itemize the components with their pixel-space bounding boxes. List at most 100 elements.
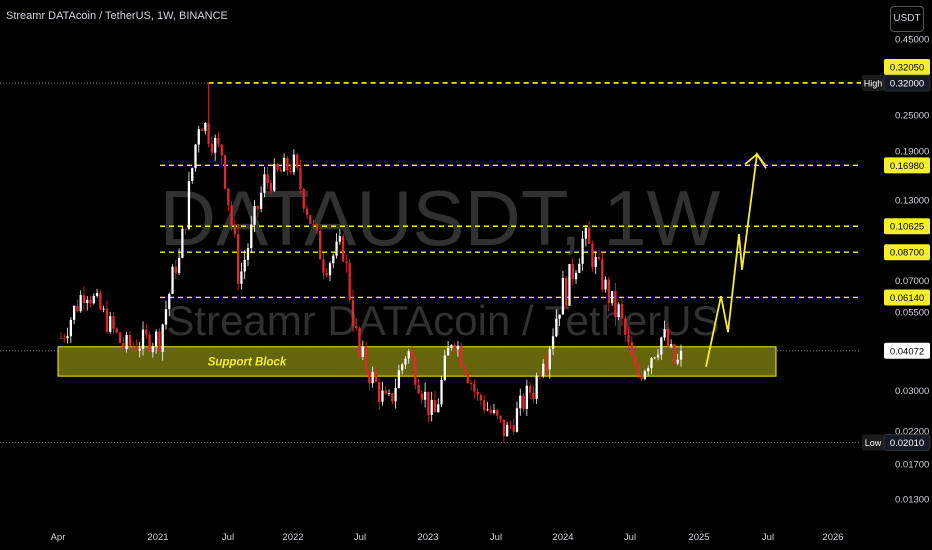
candle-body xyxy=(420,393,423,400)
x-tick-label: Jul xyxy=(354,532,366,543)
candle-body xyxy=(132,345,135,347)
candle-body xyxy=(191,168,194,182)
high-value: 0.32000 xyxy=(890,79,924,90)
candle-body xyxy=(154,331,158,347)
high-value-box xyxy=(883,74,931,92)
candle-body xyxy=(309,215,312,224)
candle-body xyxy=(125,334,128,350)
candle-body xyxy=(141,329,145,349)
candle-body xyxy=(679,350,683,360)
candle-body xyxy=(174,266,177,273)
candle-body xyxy=(233,225,237,235)
candle-body xyxy=(581,238,584,264)
candle-body xyxy=(509,424,512,426)
candle-body xyxy=(161,324,164,352)
watermark-symbol: DATAUSDT, 1W xyxy=(160,174,721,262)
candle-body xyxy=(427,391,430,415)
candle-body xyxy=(453,345,456,350)
candle-body xyxy=(443,355,446,380)
candle-body xyxy=(542,363,545,377)
candle-body xyxy=(610,291,614,304)
y-tick-label: 0.45000 xyxy=(895,34,929,45)
candle-body xyxy=(505,424,509,437)
candle-body xyxy=(115,328,118,333)
candle-body xyxy=(437,404,440,413)
candle-body xyxy=(335,241,338,256)
candle-body xyxy=(328,263,332,276)
candle-body xyxy=(571,264,574,280)
candle-body xyxy=(168,293,171,310)
x-tick-label: Jul xyxy=(762,532,774,543)
candle-body xyxy=(525,385,528,410)
candle-body xyxy=(210,143,214,153)
watermark: DATAUSDT, 1W Streamr DATAcoin / TetherUS xyxy=(160,174,721,344)
candle-body xyxy=(259,192,263,209)
candle-body xyxy=(502,419,506,437)
candle-body xyxy=(394,388,397,402)
projection-layer xyxy=(705,151,767,367)
candle-body xyxy=(135,346,138,351)
x-tick-label: 2021 xyxy=(147,532,168,543)
candle-body xyxy=(607,279,610,304)
candle-body xyxy=(670,344,673,347)
candle-body xyxy=(663,328,666,338)
candle-body xyxy=(614,291,617,318)
level-price-tag-label: 0.10625 xyxy=(890,222,924,233)
candle-body xyxy=(105,308,109,332)
low-value-box xyxy=(883,434,931,451)
candle-body xyxy=(151,346,154,353)
candle-body xyxy=(109,316,112,332)
candle-body xyxy=(460,345,463,367)
candle-body xyxy=(358,327,361,358)
support-layer: Support Block xyxy=(57,346,777,377)
candle-body xyxy=(653,357,656,359)
candle-body xyxy=(597,257,601,259)
candle-body xyxy=(574,272,578,280)
candle-body xyxy=(63,338,66,339)
candle-body xyxy=(66,336,69,339)
low-tag: Low xyxy=(865,438,882,448)
candle-body xyxy=(414,357,417,385)
candle-body xyxy=(578,263,581,273)
candle-body xyxy=(673,344,676,364)
candle-body xyxy=(92,295,95,304)
x-tick-label: 2025 xyxy=(688,532,709,543)
currency-button[interactable]: USDT xyxy=(890,6,924,32)
candle-body xyxy=(538,375,542,377)
high-box xyxy=(862,75,884,92)
y-tick-label: 0.01300 xyxy=(895,495,929,506)
y-tick-label: 0.03000 xyxy=(895,386,929,397)
watermark-name: Streamr DATAcoin / TetherUS xyxy=(166,297,719,344)
candle-body xyxy=(355,326,358,328)
candle-body xyxy=(499,415,502,420)
candle-body xyxy=(410,351,414,358)
candle-body xyxy=(69,319,72,337)
x-tick-label: Jul xyxy=(624,532,636,543)
candle-body xyxy=(476,391,479,395)
candle-body xyxy=(256,206,259,209)
candle-body xyxy=(187,181,191,230)
candle-body xyxy=(417,384,420,394)
candle-body xyxy=(112,316,115,329)
candle-body xyxy=(545,363,548,370)
candle-body xyxy=(204,122,207,131)
candle-body xyxy=(430,400,433,415)
candle-body xyxy=(496,410,499,416)
level-price-tag-label: 0.16980 xyxy=(890,161,924,172)
candle-body xyxy=(223,155,227,189)
x-tick-label: Apr xyxy=(51,532,66,543)
candle-body xyxy=(253,206,256,225)
candle-body xyxy=(450,345,453,348)
candle-body xyxy=(522,395,525,410)
candle-body xyxy=(519,395,522,409)
candle-body xyxy=(89,299,92,304)
candle-body xyxy=(407,351,410,359)
candle-body xyxy=(555,318,558,337)
candle-body xyxy=(164,309,168,325)
candle-body xyxy=(194,144,197,169)
candle-body xyxy=(102,308,105,310)
candle-body xyxy=(397,370,401,389)
level-price-tag xyxy=(884,157,930,174)
candle-body xyxy=(568,264,571,306)
